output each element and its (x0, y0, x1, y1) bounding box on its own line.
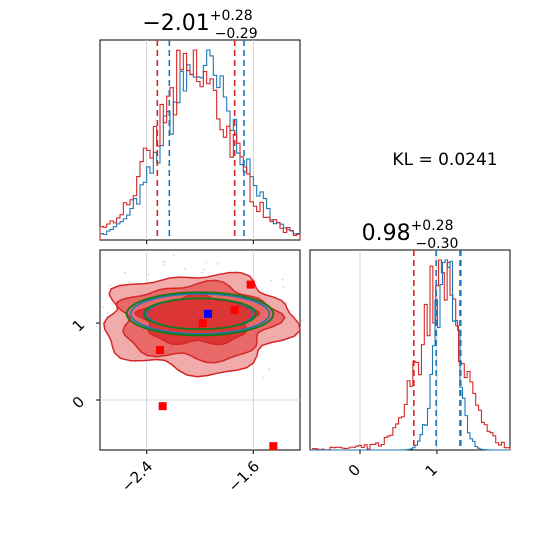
scatter-point (270, 279, 273, 282)
y-tick-label: 0 (69, 393, 88, 412)
panel-joint-frame (99, 249, 301, 451)
scatter-point (183, 268, 186, 270)
x-title-upper: +0.28 (210, 8, 253, 24)
blue-contour (129, 293, 271, 335)
scatter-point (282, 286, 285, 288)
scatter-point (106, 312, 109, 315)
y-hist-tick-label: 1 (422, 461, 441, 480)
scatter-point (172, 254, 175, 257)
red-marker (158, 402, 167, 411)
scatter-point (285, 301, 288, 304)
y-title-upper: +0.28 (411, 218, 454, 234)
ticks: −2.4 −1.6 0 1 0 1 (69, 240, 441, 496)
scatter-point (162, 263, 165, 266)
red-marker (198, 319, 207, 328)
red-marker (269, 442, 278, 451)
y-hist-tick-label: 0 (345, 461, 364, 480)
y-title: 0.98+0.28 −0.30 (362, 218, 459, 252)
green-contour (125, 291, 275, 337)
panel-x-histogram-frame (99, 39, 301, 241)
y-histogram (309, 250, 511, 451)
x-histogram (99, 40, 301, 240)
y-histogram-blue (310, 259, 510, 451)
y-tick-label: 1 (69, 316, 88, 335)
red-marker (230, 306, 239, 314)
y-histogram-red (309, 259, 511, 451)
scatter-point (124, 271, 127, 274)
scatter-point (147, 273, 150, 276)
x-tick-label: −2.4 (118, 457, 156, 495)
joint-distribution (102, 254, 301, 451)
y-title-lower: −0.30 (415, 236, 458, 252)
red-marker (246, 280, 255, 289)
scatter-point (109, 284, 112, 287)
scatter-point (128, 281, 131, 284)
x-title-lower: −0.29 (215, 26, 258, 42)
scatter-point (205, 261, 208, 264)
scatter-point (262, 376, 265, 379)
kl-annotation: KL = 0.0241 (392, 150, 497, 170)
scatter-point (162, 261, 165, 264)
scatter-point (163, 260, 166, 263)
scatter-point (281, 278, 284, 281)
blue-marker (204, 309, 212, 318)
x-histogram-blue (99, 49, 301, 240)
y-title-value: 0.98 (362, 221, 411, 246)
x-histogram-red (99, 49, 301, 240)
scatter-point (201, 271, 204, 274)
panel-y-histogram-frame (309, 249, 511, 451)
scatter-point (102, 306, 105, 309)
scatter-point (203, 268, 206, 271)
red-marker (156, 346, 164, 354)
x-tick-label: −1.6 (225, 457, 263, 495)
x-title-value: −2.01 (142, 11, 209, 36)
scatter-point (268, 368, 271, 371)
x-title: −2.01+0.28 −0.29 (142, 8, 257, 42)
scatter-point (216, 263, 219, 265)
green-contour (143, 297, 257, 331)
